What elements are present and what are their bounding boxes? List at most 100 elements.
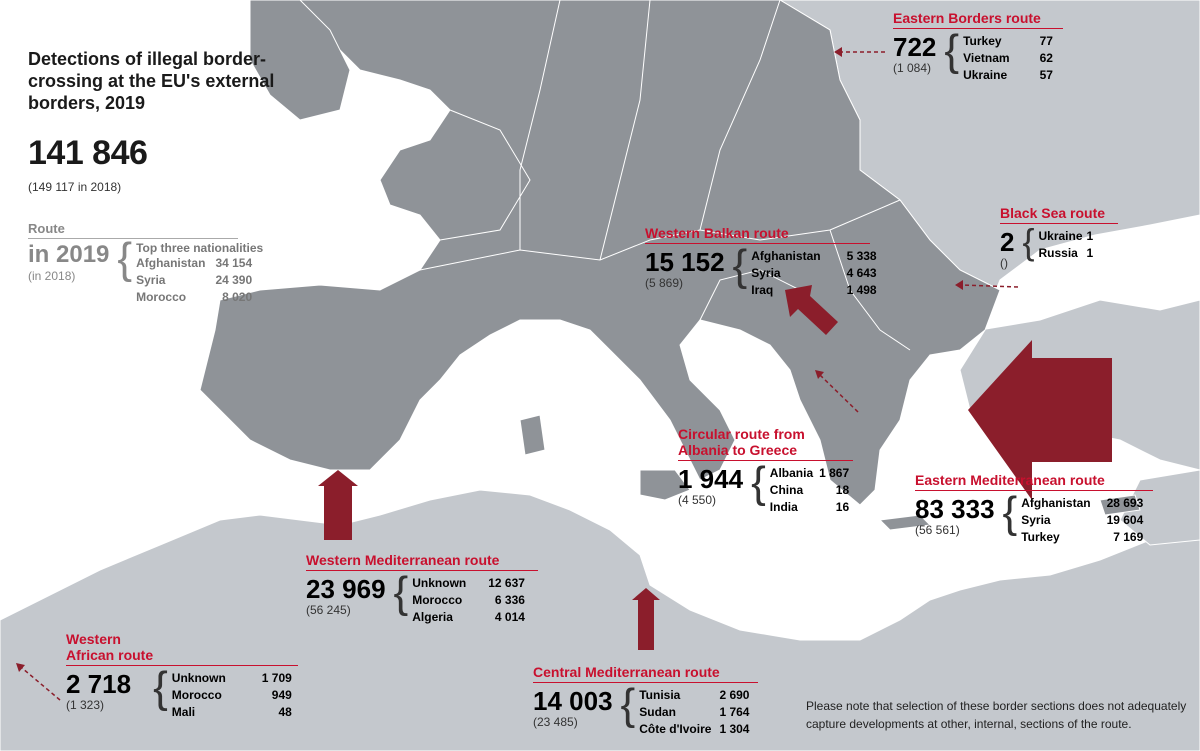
nationality-row: Turkey 77 [963,33,1053,50]
legend-row: Syria 24 390 [136,272,252,289]
brace: { [1002,488,1018,537]
nationality-value: 1 764 [719,705,750,719]
nationality-value: 5 338 [846,249,877,263]
route-prev: (4 550) [678,493,717,507]
route-eastern-borders: Eastern Borders route 722 (1 084) { Turk… [893,10,1063,84]
legend-year: in 2019 [28,241,110,268]
nationality-value: 18 [835,483,850,497]
route-total: 1 944 [678,464,744,494]
route-total: 2 [1000,227,1015,257]
legend-row: Morocco 8 020 [136,289,252,306]
nationality-name: Algeria [412,610,453,624]
route-prev: (23 485) [533,715,578,729]
nationality-table: Albania 1 867 China 18 India 16 [770,465,849,516]
nationality-table: Unknown 12 637 Morocco 6 336 Algeria 4 014 [412,575,525,626]
footnote: Please note that selection of these bord… [806,699,1187,731]
route-title-line1: Western [66,631,121,647]
eastern-med-arrow [968,340,1112,500]
grand-total-prev: (149 117 in 2018) [28,180,122,194]
nationality-name: Afghanistan [1021,496,1091,510]
land-middle-east [1119,469,1200,546]
nationality-row: Russia 1 [1039,245,1094,262]
route-title: Western Mediterranean route [306,552,500,568]
nationality-value: 57 [1039,68,1053,82]
land-cyprus [1099,494,1141,516]
brace: { [393,568,409,617]
nationality-name: Ukraine [1038,229,1083,243]
route-eastern-med: Eastern Mediterranean route 83 333 (56 5… [915,472,1153,546]
route-rule [66,665,298,666]
nationality-row: Unknown 12 637 [412,575,525,592]
nationality-name: Syria [1021,513,1051,527]
nationality-name: China [769,483,804,497]
nationality-row: Sudan 1 764 [639,704,749,721]
nationality-value: 4 643 [846,266,877,280]
nationality-value: 62 [1039,51,1053,65]
nationality-table: Tunisia 2 690 Sudan 1 764 Côte d'Ivoire 1 3… [639,687,749,738]
nationality-name: Morocco [412,593,463,607]
nationality-row: Albania 1 867 [770,465,849,482]
nationality-value: 16 [835,500,850,514]
brace: { [153,663,168,712]
route-title: Eastern Mediterranean route [915,472,1105,488]
route-prev: (56 245) [306,603,351,617]
legend-row: Afghanistan 34 154 [136,255,252,272]
route-prev: (1 323) [66,698,105,712]
nationality-name: Turkey [963,34,1002,48]
nationality-name: Mali [171,705,196,719]
legend-nat-header: Top three nationalities [136,241,264,255]
legend-nat-name: Syria [136,273,166,287]
nationality-row: Vietnam 62 [963,50,1053,67]
route-rule [306,570,538,571]
route-rule [915,490,1153,491]
nationality-row: India 16 [770,499,849,516]
land-crete [878,514,932,531]
nationality-value: 1 867 [819,466,850,480]
nationality-value: 19 604 [1106,513,1144,527]
nationality-name: Iraq [751,283,774,297]
route-prev: (5 869) [645,276,684,290]
legend: Route in 2019 (in 2018) { Top three nati… [28,221,263,306]
route-rule [1000,223,1118,224]
route-title: Western Balkan route [645,225,789,241]
nationality-table: Unknown 1 709 Morocco 949 Mali 48 [172,670,292,721]
nationality-value: 6 336 [494,593,525,607]
route-rule [678,460,853,461]
land-sicily-sardinia [519,414,691,501]
nationality-value: 7 169 [1113,530,1144,544]
nationality-row: Ukraine 1 [1039,228,1094,245]
nationality-value: 77 [1039,34,1053,48]
nationality-row: Côte d'Ivoire 1 304 [639,721,749,738]
route-total: 2 718 [66,669,132,699]
route-rule [533,682,758,683]
land-africa [0,489,1200,751]
nationality-value: 1 [1086,246,1094,260]
nationality-value: 2 690 [719,688,750,702]
western-balkan-arrow [785,285,838,335]
nationality-value: 1 [1086,229,1094,243]
nationality-name: Turkey [1021,530,1060,544]
nationality-row: Iraq 1 498 [751,282,876,299]
nationality-table: Turkey 77 Vietnam 62 Ukraine 57 [963,33,1053,84]
nationality-name: Russia [1038,246,1078,260]
brace: { [732,241,748,290]
nationality-table: Ukraine 1 Russia 1 [1039,228,1094,262]
nationality-row: Morocco 949 [172,687,292,704]
legend-nat-name: Afghanistan [136,256,206,270]
route-prev: () [1000,256,1008,270]
route-prev: (1 084) [893,61,932,75]
route-black-sea: Black Sea route 2 () { Ukraine 1 Russia 1 [1000,205,1118,270]
route-western-med: Western Mediterranean route 23 969 (56 2… [306,552,538,626]
route-title-line2: African route [66,647,154,663]
route-title: Black Sea route [1000,205,1106,221]
nationality-value: 949 [271,688,292,702]
route-total: 15 152 [645,247,725,277]
legend-nat-value: 8 020 [222,290,253,304]
nationality-value: 1 304 [719,722,750,736]
nationality-name: Tunisia [639,688,681,702]
nationality-row: China 18 [770,482,849,499]
route-total: 23 969 [306,574,386,604]
nationality-value: 48 [278,705,292,719]
route-total: 722 [893,32,937,62]
